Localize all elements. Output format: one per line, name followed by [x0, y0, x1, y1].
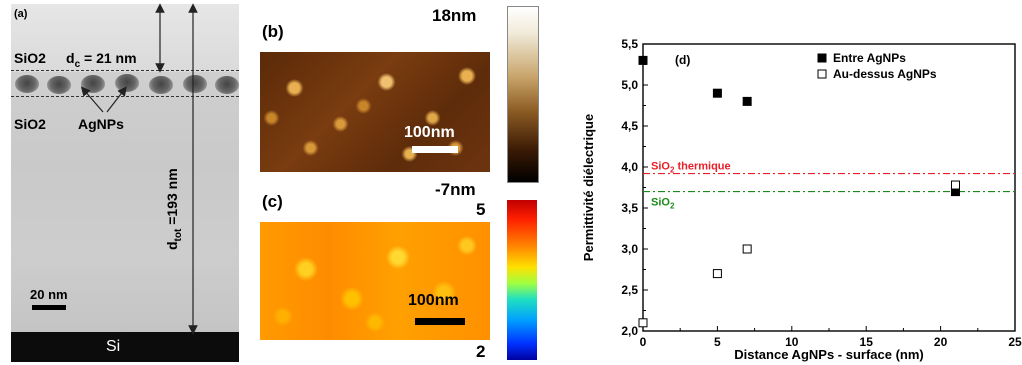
data-points: [638, 55, 960, 328]
x-tick-label: 0: [640, 335, 647, 349]
tem-cross-section: [11, 4, 239, 362]
potential-map: [260, 222, 490, 340]
dtot-label: dtot =193 nm: [164, 168, 184, 250]
topography-map: [260, 52, 490, 172]
legend: Entre AgNPs Au-dessus AgNPs: [817, 51, 937, 81]
map-c-scale-bar: [415, 318, 465, 325]
dc-label: dc = 21 nm: [66, 50, 137, 70]
axis-ticks: 0 5 10 15 20 25 2,0 2,5 3,0 3,5 4,0 4,5 5,0 5,5: [621, 37, 1022, 349]
tem-scale-label: 20 nm: [30, 287, 68, 302]
data-point: [638, 55, 648, 65]
cbar-b-min: -7nm: [435, 180, 476, 199]
cbar-c-max: 5: [476, 200, 486, 219]
panel-a-annotations: [32, 3, 198, 335]
sio2-bottom-label: SiO2: [14, 116, 46, 132]
nanoparticle: [215, 76, 239, 94]
y-axis-label: Permittivité diélectrique: [581, 114, 596, 261]
y-tick-label: 4,0: [621, 160, 638, 174]
x-tick-label: 5: [714, 335, 721, 349]
nanoparticle: [47, 76, 71, 94]
data-point: [712, 269, 722, 279]
x-tick-label: 20: [934, 335, 948, 349]
data-point: [742, 244, 752, 254]
legend-marker: [817, 53, 827, 63]
x-tick-label: 25: [1008, 335, 1022, 349]
panel-b-label: (b): [262, 22, 284, 41]
map-c-scale-label: 100nm: [408, 292, 459, 309]
x-tick-label: 10: [785, 335, 799, 349]
legend-label: Entre AgNPs: [833, 51, 906, 65]
reference-line-label: SiO2 thermique: [651, 161, 731, 175]
cbar-c-min: 2: [476, 342, 486, 361]
panel-c-label: (c): [262, 192, 283, 211]
map-b-scale-bar: [412, 146, 458, 153]
legend-marker: [817, 69, 827, 79]
colorbar-c: [507, 200, 537, 360]
tem-scale-bar: [32, 305, 66, 310]
upper-dashed-line: [11, 70, 239, 71]
panel-d-label: (d): [675, 53, 690, 67]
agnp-pointer-right: [106, 86, 127, 113]
y-tick-label: 3,0: [621, 242, 638, 256]
agnps-label: AgNPs: [78, 116, 124, 132]
y-tick-label: 2,0: [621, 324, 638, 338]
data-point: [638, 318, 648, 328]
colorbar-b: [507, 6, 539, 183]
permittivity-chart: 0 5 10 15 20 25 2,0 2,5 3,0 3,5 4,0 4,5 5,0 5,5 SiO2 …: [581, 37, 1022, 362]
legend-label: Au-dessus AgNPs: [833, 67, 937, 81]
reference-line-label: SiO2: [651, 197, 675, 211]
data-point: [712, 88, 722, 98]
sio2-top-label: SiO2: [14, 50, 46, 66]
data-point: [950, 180, 960, 190]
y-tick-label: 3,5: [621, 201, 638, 215]
y-tick-label: 5,0: [621, 78, 638, 92]
x-tick-label: 15: [860, 335, 874, 349]
panel-a-label: (a): [14, 8, 28, 20]
nanoparticle: [149, 76, 173, 94]
map-b-scale-label: 100nm: [404, 124, 455, 141]
nanoparticle: [15, 75, 39, 93]
top-oxide-layer: [11, 4, 239, 72]
y-tick-label: 5,5: [621, 37, 638, 51]
si-label: Si: [106, 338, 121, 355]
silicon-substrate: [11, 332, 239, 362]
agnp-pointer-left: [80, 86, 104, 113]
y-tick-label: 4,5: [621, 119, 638, 133]
cbar-b-max: 18nm: [432, 6, 477, 25]
y-tick-label: 2,5: [621, 283, 638, 297]
data-point: [742, 96, 752, 106]
x-axis-label: Distance AgNPs - surface (nm): [734, 347, 924, 362]
